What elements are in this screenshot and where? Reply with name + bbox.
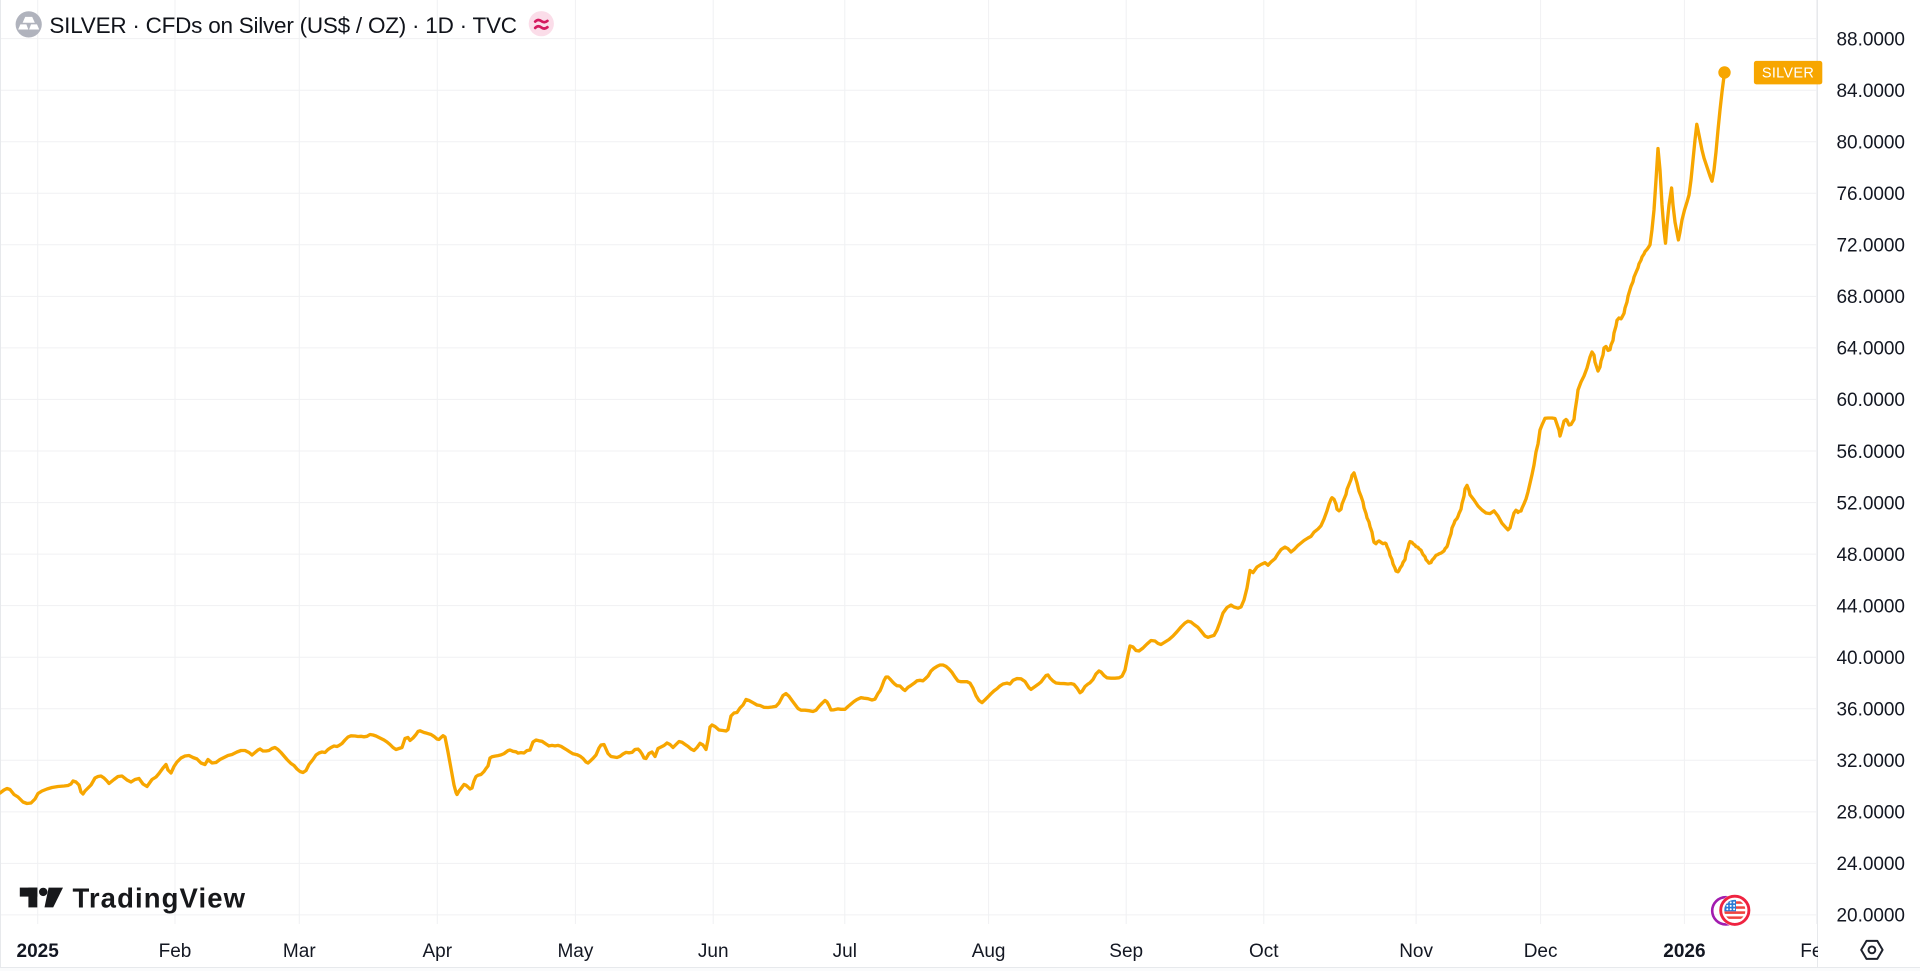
svg-text:SILVER: SILVER <box>1762 66 1814 82</box>
svg-text:Jun: Jun <box>698 941 729 962</box>
svg-text:48.0000: 48.0000 <box>1837 545 1906 566</box>
svg-text:Dec: Dec <box>1524 941 1558 962</box>
svg-text:40.0000: 40.0000 <box>1837 648 1906 669</box>
svg-text:72.0000: 72.0000 <box>1837 236 1906 257</box>
svg-text:Feb: Feb <box>159 941 192 962</box>
svg-text:84.0000: 84.0000 <box>1837 81 1906 102</box>
svg-text:24.0000: 24.0000 <box>1837 854 1906 875</box>
svg-text:88.0000: 88.0000 <box>1837 29 1906 50</box>
svg-text:36.0000: 36.0000 <box>1837 700 1906 721</box>
svg-text:32.0000: 32.0000 <box>1837 751 1906 772</box>
svg-text:Mar: Mar <box>283 941 316 962</box>
svg-text:TradingView: TradingView <box>73 882 246 913</box>
svg-text:76.0000: 76.0000 <box>1837 184 1906 205</box>
svg-text:2025: 2025 <box>17 941 60 962</box>
svg-text:64.0000: 64.0000 <box>1837 339 1906 360</box>
svg-text:28.0000: 28.0000 <box>1837 803 1906 824</box>
svg-text:2026: 2026 <box>1663 941 1705 962</box>
svg-text:Feb: Feb <box>1800 941 1833 962</box>
svg-text:44.0000: 44.0000 <box>1837 596 1906 617</box>
svg-text:Oct: Oct <box>1249 941 1279 962</box>
svg-text:Nov: Nov <box>1399 941 1433 962</box>
svg-text:Jul: Jul <box>833 941 857 962</box>
svg-text:SILVER · CFDs on Silver (US$ /: SILVER · CFDs on Silver (US$ / OZ) · 1D … <box>49 13 517 38</box>
svg-text:60.0000: 60.0000 <box>1837 390 1906 411</box>
svg-text:Aug: Aug <box>972 941 1006 962</box>
svg-text:Sep: Sep <box>1109 941 1143 962</box>
svg-text:52.0000: 52.0000 <box>1837 493 1906 514</box>
svg-text:56.0000: 56.0000 <box>1837 442 1906 463</box>
svg-text:May: May <box>557 941 593 962</box>
svg-text:80.0000: 80.0000 <box>1837 133 1906 154</box>
svg-text:68.0000: 68.0000 <box>1837 287 1906 308</box>
svg-text:20.0000: 20.0000 <box>1837 906 1906 927</box>
svg-text:Apr: Apr <box>423 941 453 962</box>
